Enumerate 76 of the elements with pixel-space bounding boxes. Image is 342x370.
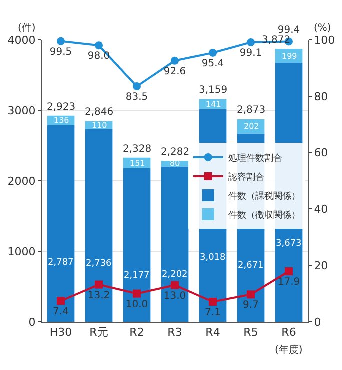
data-label: 2,671: [238, 261, 264, 271]
data-label: 17.9: [278, 277, 300, 288]
point: [247, 38, 255, 47]
legend-label: 処理件数割合: [228, 152, 282, 164]
x-tick-label: H30: [50, 326, 72, 340]
legend-label: 認容割合: [228, 172, 264, 183]
data-label: 7.4: [53, 306, 69, 318]
data-label: 99.5: [50, 46, 72, 58]
legend-label: 件数（課税関係）: [228, 190, 300, 202]
y-axis-title: (件): [18, 23, 36, 34]
legend-label: 件数（徴収関係）: [228, 210, 300, 221]
bar: [123, 168, 151, 322]
bar: [47, 126, 75, 322]
y-tick-label: 0: [28, 316, 36, 329]
bar: [85, 129, 113, 322]
point: [171, 56, 179, 65]
point: [247, 290, 255, 299]
total-label: 2,846: [85, 107, 114, 118]
x-tick-label: R6: [282, 326, 296, 340]
x-tick-label: R5: [244, 326, 258, 340]
y2-tick-label: 40: [314, 203, 328, 216]
data-label: 92.6: [164, 66, 186, 78]
x-axis-title: (年度): [275, 344, 303, 356]
data-label: 83.5: [126, 92, 148, 104]
y-tick-label: 3000: [8, 104, 36, 118]
y-tick-label: 4000: [8, 34, 36, 47]
data-label: 136: [54, 116, 70, 125]
total-label: 2,282: [161, 147, 190, 158]
data-label: 9.7: [243, 300, 259, 312]
total-label: 2,873: [237, 105, 266, 116]
total-label: 2,923: [47, 102, 76, 113]
bar: [161, 166, 189, 322]
point: [95, 42, 103, 50]
point: [171, 281, 179, 290]
x-tick-label: R4: [206, 326, 220, 340]
data-label: 2,177: [124, 271, 150, 281]
data-label: 7.1: [205, 307, 221, 318]
data-label: 199: [282, 52, 298, 61]
data-label: 202: [244, 122, 260, 131]
x-tick-label: R3: [168, 326, 182, 340]
y2-axis-title: (%): [314, 23, 332, 34]
data-label: 13.0: [164, 290, 186, 302]
total-label: 2,328: [123, 144, 152, 155]
point: [209, 298, 217, 306]
point: [133, 290, 141, 298]
point: [133, 82, 141, 91]
data-label: 110: [92, 121, 108, 130]
y2-tick-label: 20: [314, 259, 328, 272]
total-label: 3,872: [262, 35, 291, 46]
data-label: 141: [206, 100, 222, 109]
y-tick-label: 2000: [8, 174, 36, 188]
point: [57, 37, 65, 46]
x-tick-label: R2: [130, 326, 144, 340]
data-label: 2,736: [86, 259, 112, 269]
point: [209, 48, 217, 57]
data-label: 3,673: [276, 239, 302, 249]
data-label: 13.2: [88, 290, 110, 302]
data-label: 2,202: [162, 270, 188, 280]
total-label: 3,159: [199, 85, 228, 96]
data-label: 3,018: [200, 253, 226, 263]
data-label: 98.0: [88, 51, 110, 62]
data-label: 99.1: [240, 48, 262, 60]
point: [285, 268, 293, 276]
point: [57, 297, 65, 306]
data-label: 151: [130, 159, 146, 168]
data-label: 10.0: [126, 299, 148, 310]
y2-tick-label: 100: [314, 34, 336, 47]
x-tick-label: R元: [90, 326, 108, 340]
y-tick-label: 1000: [8, 245, 36, 258]
y2-tick-label: 80: [314, 90, 328, 104]
data-label: 2,787: [48, 258, 74, 268]
y2-tick-label: 60: [314, 146, 328, 160]
y2-tick-label: 0: [314, 316, 322, 329]
data-label: 99.4: [278, 25, 300, 36]
data-label: 95.4: [202, 58, 224, 70]
point: [95, 280, 103, 289]
